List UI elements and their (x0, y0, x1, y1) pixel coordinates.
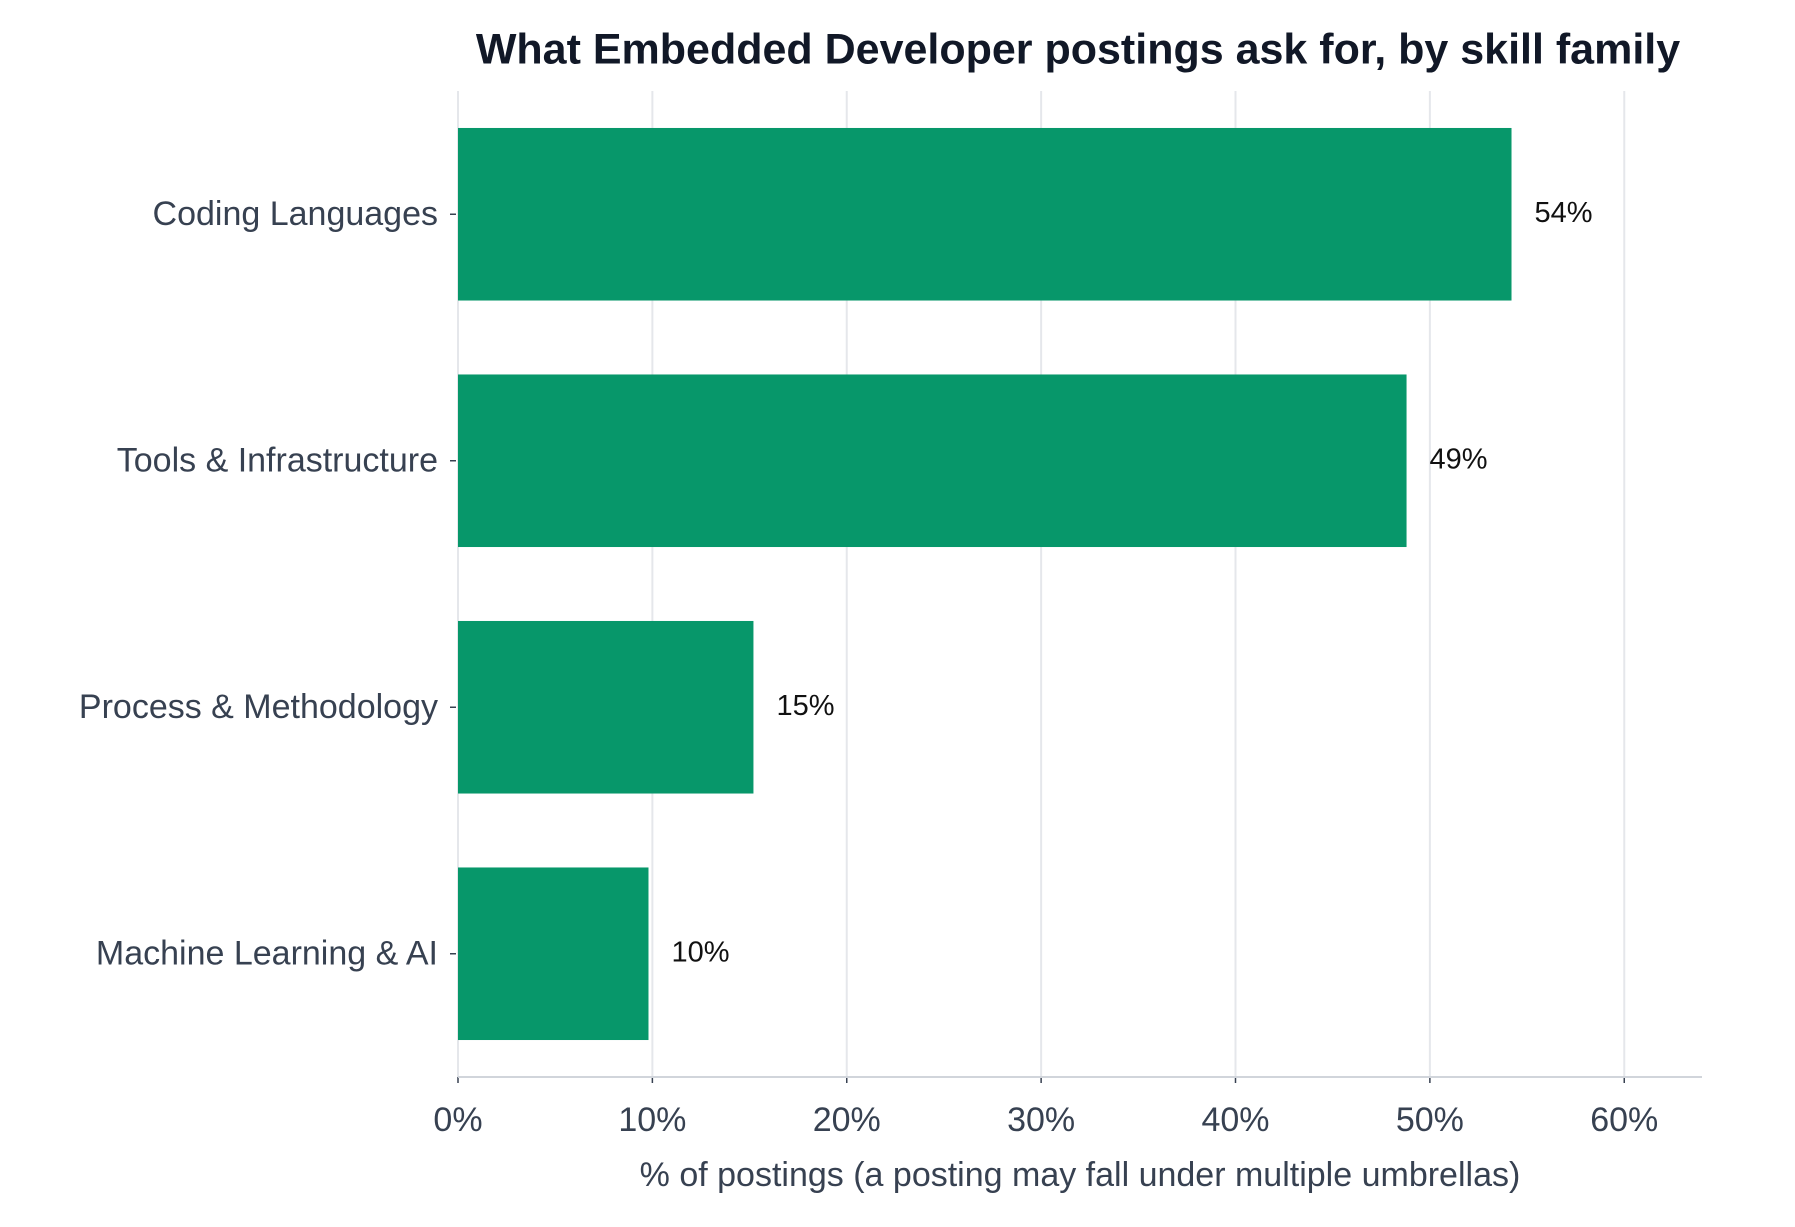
x-axis-label: % of postings (a posting may fall under … (640, 1156, 1521, 1194)
x-tick-label: 40% (1201, 1101, 1269, 1139)
x-tick-label: 20% (813, 1101, 881, 1139)
y-tick-label: Coding Languages (153, 195, 438, 233)
x-tick-label: 10% (618, 1101, 686, 1139)
y-tick-label: Tools & Infrastructure (117, 442, 438, 480)
y-tick-label: Process & Methodology (79, 688, 438, 726)
value-label: 15% (776, 690, 834, 722)
x-tick-label: 60% (1590, 1101, 1658, 1139)
value-label: 10% (671, 936, 729, 968)
value-label: 54% (1535, 197, 1593, 229)
chart-title: What Embedded Developer postings ask for… (476, 25, 1680, 73)
bar (458, 374, 1407, 548)
bar (458, 127, 1512, 301)
bar (458, 620, 754, 794)
x-tick-label: 50% (1396, 1101, 1464, 1139)
x-tick-label: 30% (1007, 1101, 1075, 1139)
x-tick-label: 0% (433, 1101, 482, 1139)
bar (458, 867, 649, 1041)
y-tick-label: Machine Learning & AI (96, 935, 438, 973)
value-label: 49% (1430, 443, 1488, 475)
